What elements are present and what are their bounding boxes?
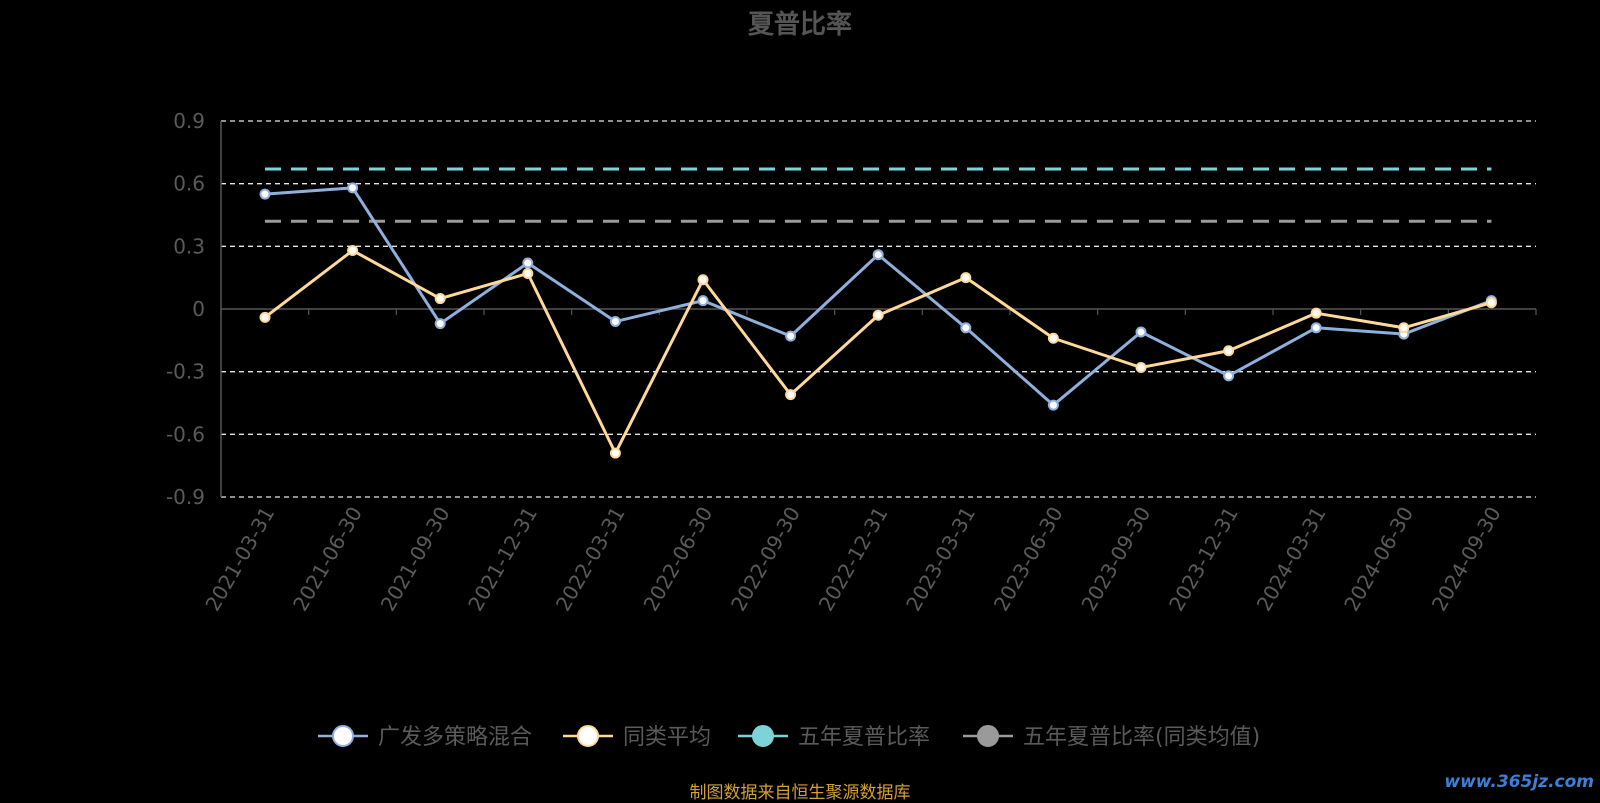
data-point (785, 389, 797, 401)
x-tick-label: 2021-09-30 (376, 503, 455, 616)
x-tick-label: 2023-09-30 (1076, 503, 1155, 616)
data-source-note: 制图数据来自恒生聚源数据库 (689, 783, 911, 803)
data-point (434, 318, 446, 330)
data-point (609, 447, 621, 459)
data-point (1485, 297, 1497, 309)
x-axis: 2021-03-31 2021-06-30 2021-09-30 2021-12-31… (200, 309, 1537, 616)
legend-item: 同类平均 (563, 725, 711, 750)
x-tick-label: 2021-03-31 (200, 503, 279, 616)
data-point (872, 249, 884, 261)
y-tick-label: 0 (192, 297, 205, 321)
data-point (785, 330, 797, 342)
data-point (1135, 361, 1147, 373)
data-point (1135, 326, 1147, 338)
x-tick-label: 2022-12-31 (814, 503, 893, 616)
legend-label: 五年夏普比率 (798, 725, 930, 750)
legend-marker (577, 725, 599, 747)
data-point (347, 182, 359, 194)
data-point (434, 293, 446, 305)
chart-title: 夏普比率 (748, 9, 852, 40)
legend-label: 同类平均 (623, 725, 711, 750)
data-point (1223, 370, 1235, 382)
data-point (1047, 332, 1059, 344)
legend: 广发多策略混合 同类平均 五年夏普比率 五年夏普比率(同类均值) (318, 725, 1260, 750)
watermark: www.365jz.com (1444, 772, 1594, 792)
data-point (609, 316, 621, 328)
legend-item: 五年夏普比率(同类均值) (963, 725, 1260, 750)
y-tick-label: 0.3 (173, 234, 205, 258)
data-point (697, 295, 709, 307)
data-point (960, 322, 972, 334)
y-tick-label: -0.6 (166, 422, 205, 446)
grid-lines (221, 120, 1536, 498)
y-tick-label: 0.9 (173, 109, 205, 133)
x-tick-label: 2024-09-30 (1427, 503, 1506, 616)
data-point (347, 245, 359, 257)
data-point (259, 311, 271, 323)
series-line (264, 249, 1492, 455)
legend-label: 五年夏普比率(同类均值) (1023, 725, 1260, 750)
legend-marker (752, 725, 774, 747)
y-tick-label: 0.6 (173, 172, 205, 196)
legend-marker (977, 725, 999, 747)
x-tick-label: 2024-03-31 (1252, 503, 1331, 616)
reference-lines (265, 167, 1492, 223)
x-tick-label: 2022-06-30 (638, 503, 717, 616)
data-point (1310, 322, 1322, 334)
legend-marker (332, 725, 354, 747)
data-point (960, 272, 972, 284)
data-point (259, 188, 271, 200)
x-tick-label: 2023-12-31 (1164, 503, 1243, 616)
legend-label: 广发多策略混合 (378, 725, 532, 750)
data-point (1398, 322, 1410, 334)
data-point (872, 309, 884, 321)
y-tick-label: -0.9 (166, 485, 205, 509)
x-tick-label: 2023-03-31 (901, 503, 980, 616)
y-axis: 0.9 0.6 0.3 0 -0.3 -0.6 -0.9 (166, 109, 222, 509)
y-tick-label: -0.3 (166, 360, 205, 384)
data-point (1310, 307, 1322, 319)
x-tick-label: 2024-06-30 (1339, 503, 1418, 616)
x-tick-label: 2021-12-31 (463, 503, 542, 616)
data-point (697, 274, 709, 286)
data-point (522, 267, 534, 279)
data-point (522, 257, 534, 269)
data-point (1223, 345, 1235, 357)
x-tick-label: 2022-03-31 (551, 503, 630, 616)
x-tick-label: 2021-06-30 (288, 503, 367, 616)
x-tick-label: 2023-06-30 (989, 503, 1068, 616)
x-tick-label: 2022-09-30 (726, 503, 805, 616)
legend-item: 广发多策略混合 (318, 725, 532, 750)
data-point (1047, 399, 1059, 411)
legend-item: 五年夏普比率 (738, 725, 930, 750)
series-lines (259, 182, 1497, 459)
